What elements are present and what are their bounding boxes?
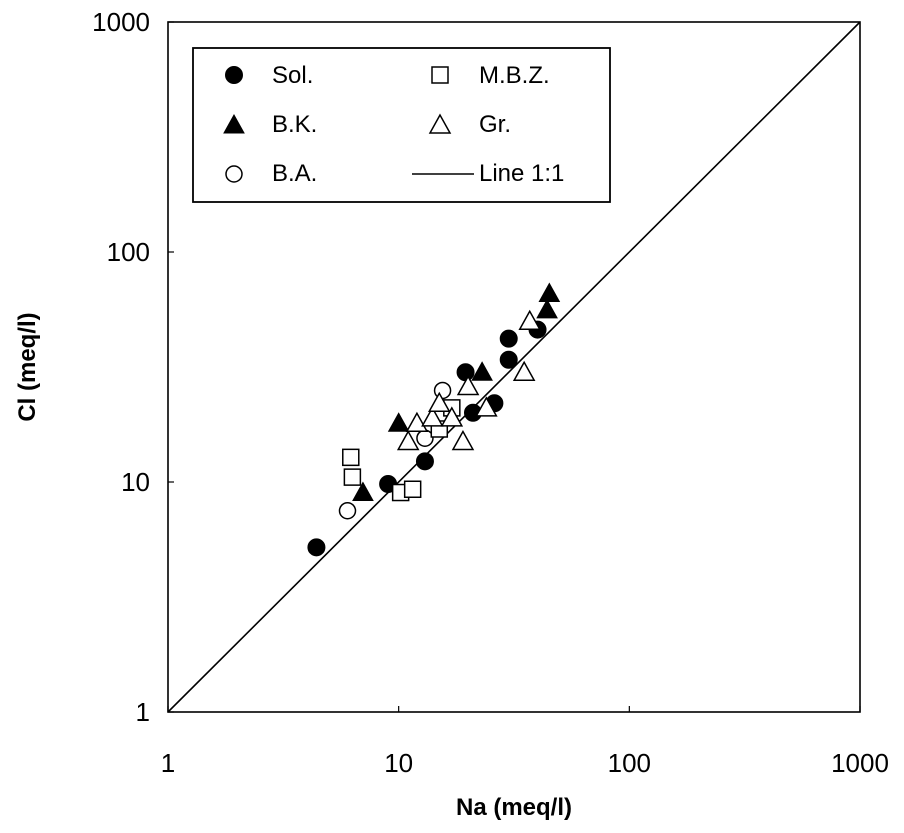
point-gr-4: [440, 406, 464, 427]
axis-ticks: 1 10 100 1000 1 10 100 1000: [92, 7, 889, 778]
point-mbz-1: [343, 468, 362, 486]
point-mbz-3: [403, 480, 422, 498]
legend-marker-gr: [428, 113, 452, 134]
point-bk-1: [387, 412, 410, 432]
point-bk-2: [471, 361, 493, 381]
legend-box: [192, 47, 611, 203]
point-ba-0: [338, 501, 357, 520]
x-axis-title: Na (meq/l): [456, 794, 572, 821]
x-tick-label: 1: [161, 748, 175, 778]
point-sol-2: [415, 452, 434, 471]
legend-markers: [223, 66, 474, 183]
point-sol-6: [499, 329, 518, 348]
point-gr-9: [518, 309, 542, 330]
point-gr-5: [451, 429, 475, 451]
point-sol-0: [307, 538, 326, 557]
legend-label-mbz: M.B.Z.: [479, 62, 550, 89]
legend-marker-sol: [225, 66, 243, 84]
y-tick-label: 100: [107, 237, 150, 267]
x-tick-label: 100: [608, 748, 651, 778]
y-tick-label: 1000: [92, 7, 150, 37]
point-gr-6: [456, 375, 480, 396]
legend-marker-ba: [225, 165, 243, 183]
legend: Sol. B.K. B.A. M.B.Z. Gr. Line 1:1: [192, 47, 611, 203]
legend-marker-mbz: [431, 66, 449, 84]
point-gr-0: [396, 429, 420, 451]
legend-label-gr: Gr.: [479, 111, 511, 138]
legend-label-ba: B.A.: [272, 160, 317, 187]
point-gr-3: [428, 391, 451, 412]
y-tick-label: 10: [121, 467, 150, 497]
y-axis-title: Cl (meq/l): [14, 312, 41, 421]
point-bk-0: [352, 481, 374, 502]
x-tick-label: 1000: [831, 748, 889, 778]
legend-label-bk: B.K.: [272, 111, 317, 138]
point-sol-3: [456, 363, 475, 382]
point-sol-7: [499, 350, 518, 369]
point-mbz-0: [342, 448, 360, 467]
point-gr-7: [475, 396, 498, 417]
point-gr-2: [421, 406, 444, 427]
legend-label-line: Line 1:1: [479, 160, 564, 187]
point-gr-1: [405, 411, 429, 433]
point-gr-8: [512, 360, 536, 382]
point-bk-3: [536, 298, 558, 319]
legend-label-sol: Sol.: [272, 62, 313, 89]
y-tick-label: 1: [136, 697, 150, 727]
point-bk-4: [538, 282, 561, 303]
legend-marker-bk: [223, 113, 245, 134]
x-tick-label: 10: [384, 748, 413, 778]
data-points: [307, 282, 561, 557]
